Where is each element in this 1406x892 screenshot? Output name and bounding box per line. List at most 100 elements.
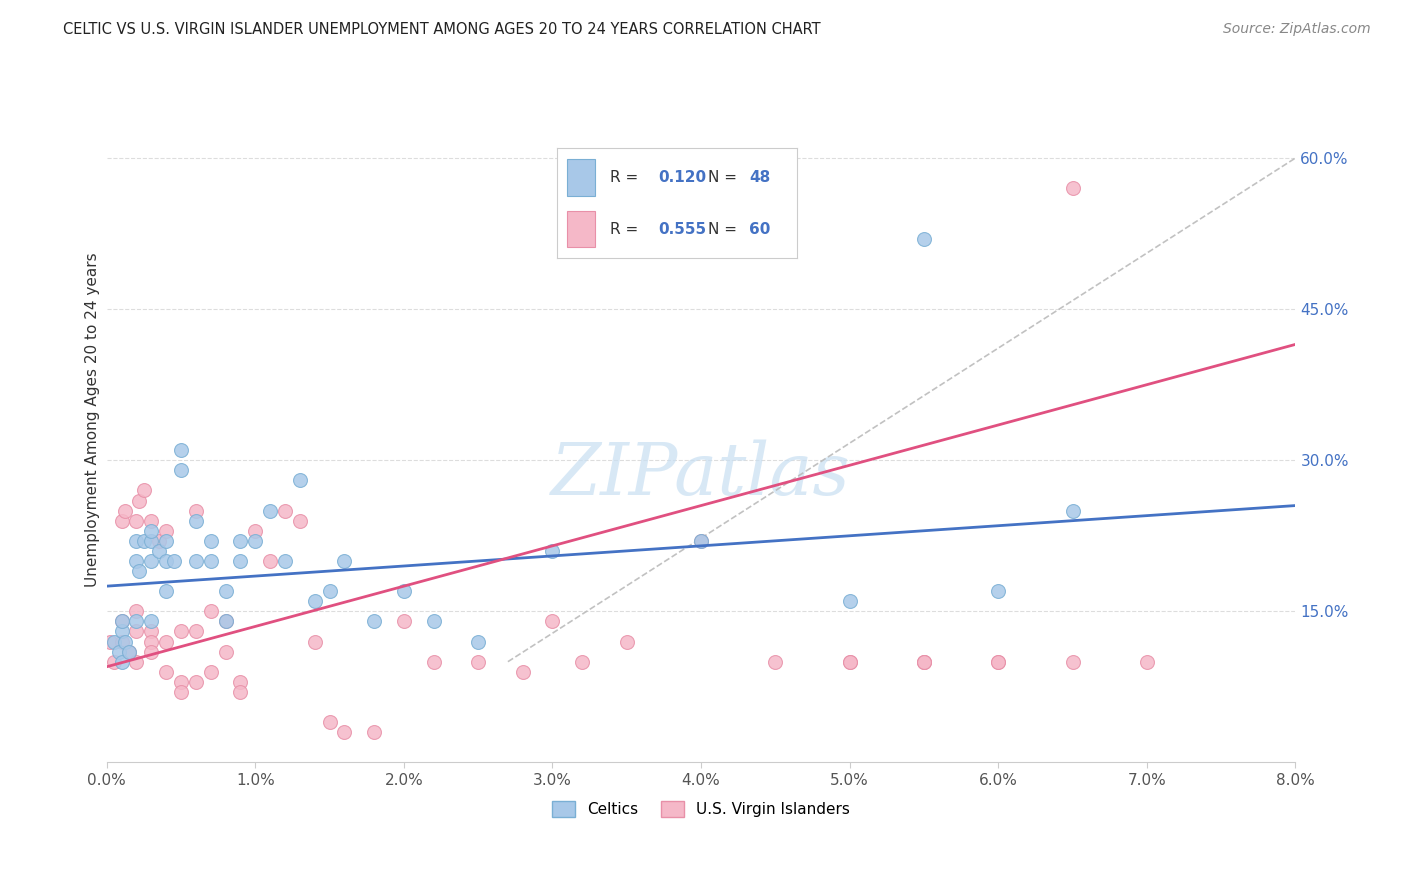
- Point: [274, 503, 297, 517]
- Point: [141, 533, 163, 548]
- Point: [245, 524, 267, 538]
- Point: [987, 655, 1010, 669]
- Point: [333, 554, 356, 568]
- Point: [110, 615, 132, 629]
- Text: ZIPatlas: ZIPatlas: [551, 440, 851, 510]
- Point: [229, 554, 252, 568]
- Point: [128, 564, 150, 578]
- Point: [214, 615, 236, 629]
- FancyBboxPatch shape: [567, 160, 596, 195]
- Text: 48: 48: [749, 169, 770, 185]
- Point: [229, 533, 252, 548]
- Point: [363, 725, 385, 739]
- Point: [987, 655, 1010, 669]
- Point: [1136, 655, 1159, 669]
- Point: [110, 615, 132, 629]
- Text: R =: R =: [610, 169, 643, 185]
- Point: [155, 533, 177, 548]
- Point: [200, 604, 222, 618]
- Point: [274, 554, 297, 568]
- Point: [912, 655, 935, 669]
- Point: [132, 533, 155, 548]
- Point: [541, 615, 564, 629]
- Point: [912, 232, 935, 246]
- Point: [170, 443, 193, 458]
- Point: [141, 645, 163, 659]
- Point: [184, 503, 207, 517]
- Point: [128, 493, 150, 508]
- Point: [838, 655, 860, 669]
- Text: N =: N =: [709, 221, 742, 236]
- Point: [304, 594, 326, 608]
- Point: [110, 514, 132, 528]
- Point: [155, 554, 177, 568]
- Point: [170, 674, 193, 689]
- Point: [763, 655, 786, 669]
- Point: [132, 483, 155, 498]
- Point: [125, 604, 148, 618]
- Point: [987, 584, 1010, 599]
- Point: [200, 665, 222, 679]
- Point: [229, 685, 252, 699]
- Point: [1062, 503, 1084, 517]
- Point: [690, 533, 713, 548]
- Point: [170, 624, 193, 639]
- Point: [110, 655, 132, 669]
- Point: [114, 503, 136, 517]
- Point: [1062, 181, 1084, 195]
- Point: [422, 655, 444, 669]
- Text: 60: 60: [749, 221, 770, 236]
- Y-axis label: Unemployment Among Ages 20 to 24 years: Unemployment Among Ages 20 to 24 years: [86, 252, 100, 587]
- Point: [155, 665, 177, 679]
- Point: [288, 474, 311, 488]
- Point: [512, 665, 534, 679]
- Point: [333, 725, 356, 739]
- Point: [838, 655, 860, 669]
- Point: [148, 533, 170, 548]
- Point: [229, 674, 252, 689]
- Point: [141, 524, 163, 538]
- Point: [125, 655, 148, 669]
- Point: [1062, 655, 1084, 669]
- Point: [155, 524, 177, 538]
- Point: [363, 615, 385, 629]
- Point: [184, 624, 207, 639]
- Point: [184, 674, 207, 689]
- Point: [392, 615, 415, 629]
- Point: [912, 655, 935, 669]
- Point: [200, 533, 222, 548]
- Point: [616, 634, 638, 648]
- Text: N =: N =: [709, 169, 742, 185]
- Point: [114, 634, 136, 648]
- Point: [304, 634, 326, 648]
- Point: [214, 584, 236, 599]
- FancyBboxPatch shape: [567, 211, 596, 247]
- Point: [107, 645, 129, 659]
- Point: [259, 503, 281, 517]
- Point: [98, 634, 121, 648]
- Point: [162, 554, 184, 568]
- Point: [184, 554, 207, 568]
- Text: 0.120: 0.120: [658, 169, 706, 185]
- Point: [125, 554, 148, 568]
- Point: [155, 634, 177, 648]
- Point: [214, 645, 236, 659]
- Point: [318, 715, 340, 730]
- Point: [912, 655, 935, 669]
- Point: [103, 655, 125, 669]
- Point: [141, 615, 163, 629]
- Point: [467, 655, 489, 669]
- Point: [259, 554, 281, 568]
- Point: [245, 533, 267, 548]
- Point: [141, 514, 163, 528]
- Point: [170, 685, 193, 699]
- Point: [110, 624, 132, 639]
- Point: [141, 554, 163, 568]
- Point: [103, 634, 125, 648]
- Legend: Celtics, U.S. Virgin Islanders: Celtics, U.S. Virgin Islanders: [546, 795, 856, 823]
- Point: [125, 615, 148, 629]
- Point: [141, 634, 163, 648]
- Point: [118, 645, 141, 659]
- Point: [422, 615, 444, 629]
- Point: [690, 533, 713, 548]
